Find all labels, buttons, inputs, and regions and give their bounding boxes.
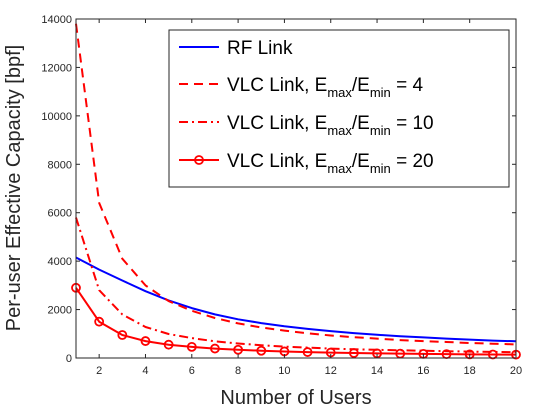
series-3-point: [117, 330, 128, 340]
legend-text-part: = 4: [391, 75, 424, 96]
series-3-point: [140, 336, 151, 346]
series-line-2: [75, 217, 517, 354]
legend-text-part: = 20: [391, 151, 434, 172]
y-tick-label: 4000: [48, 256, 72, 268]
series-3-point: [256, 345, 267, 356]
y-tick-label: 6000: [48, 208, 72, 220]
legend-subscript: min: [370, 123, 391, 138]
y-tick-label: 12000: [41, 62, 72, 74]
legend-text-part: /E: [352, 151, 370, 172]
x-axis-label: Number of Users: [220, 387, 371, 409]
legend-text-part: /E: [352, 75, 370, 96]
x-tick-label: 4: [142, 365, 148, 377]
legend-label-2: VLC Link, Emax/Emin = 10: [227, 113, 434, 138]
x-tick-label: 10: [278, 365, 290, 377]
x-tick-label: 2: [96, 365, 102, 377]
legend-label-0: RF Link: [227, 38, 293, 59]
y-axis-label: Per-user Effective Capacity [bpf]: [3, 45, 25, 331]
series-3-point: [210, 343, 220, 354]
legend-marker-3: [194, 155, 204, 165]
axes-layer: [75, 18, 517, 359]
legend-text-part: VLC Link, E: [227, 113, 327, 134]
x-tick-label: 20: [510, 365, 522, 377]
x-tick-label: 6: [189, 365, 195, 377]
legend-text-part: VLC Link, E: [227, 75, 327, 96]
series-3-point: [233, 344, 244, 355]
series-line-1: [75, 23, 517, 346]
x-tick-label: 16: [417, 365, 429, 377]
x-tick-label: 18: [464, 365, 476, 377]
x-tick-label: 14: [371, 365, 383, 377]
series-3-point: [94, 316, 105, 327]
legend-text-part: /E: [352, 113, 370, 134]
legend-subscript: max: [327, 161, 352, 176]
x-tick-label: 8: [235, 365, 241, 377]
series-3-point: [302, 347, 313, 357]
x-tick-label: 12: [325, 365, 337, 377]
legend-subscript: min: [370, 161, 391, 176]
series-3-point: [348, 348, 359, 358]
axes-box: [75, 18, 517, 359]
series-layer: [71, 23, 521, 360]
y-tick-label: 10000: [41, 111, 72, 123]
y-tick-label: 2000: [48, 305, 72, 317]
legend-label-1: VLC Link, Emax/Emin = 4: [227, 75, 423, 100]
legend-label-3: VLC Link, Emax/Emin = 20: [227, 151, 434, 176]
y-tick-label: 8000: [48, 159, 72, 171]
y-tick-label: 0: [66, 353, 72, 365]
legend-subscript: min: [370, 85, 391, 100]
y-tick-label: 14000: [41, 14, 72, 26]
legend-subscript: max: [327, 123, 352, 138]
series-3-point: [163, 339, 174, 350]
legend-text-part: RF Link: [227, 38, 293, 59]
legend-subscript: max: [327, 85, 352, 100]
series-3-point: [186, 341, 197, 352]
legend-text-part: = 10: [391, 113, 434, 134]
legend-text-part: VLC Link, E: [227, 151, 327, 172]
ticks-layer: 2 4 6 8 10 12 14 16 18 20 0 2000 4000 6000 8000 10000 12…: [41, 14, 522, 377]
series-line-0: [75, 256, 517, 343]
legend-box: [168, 29, 510, 188]
